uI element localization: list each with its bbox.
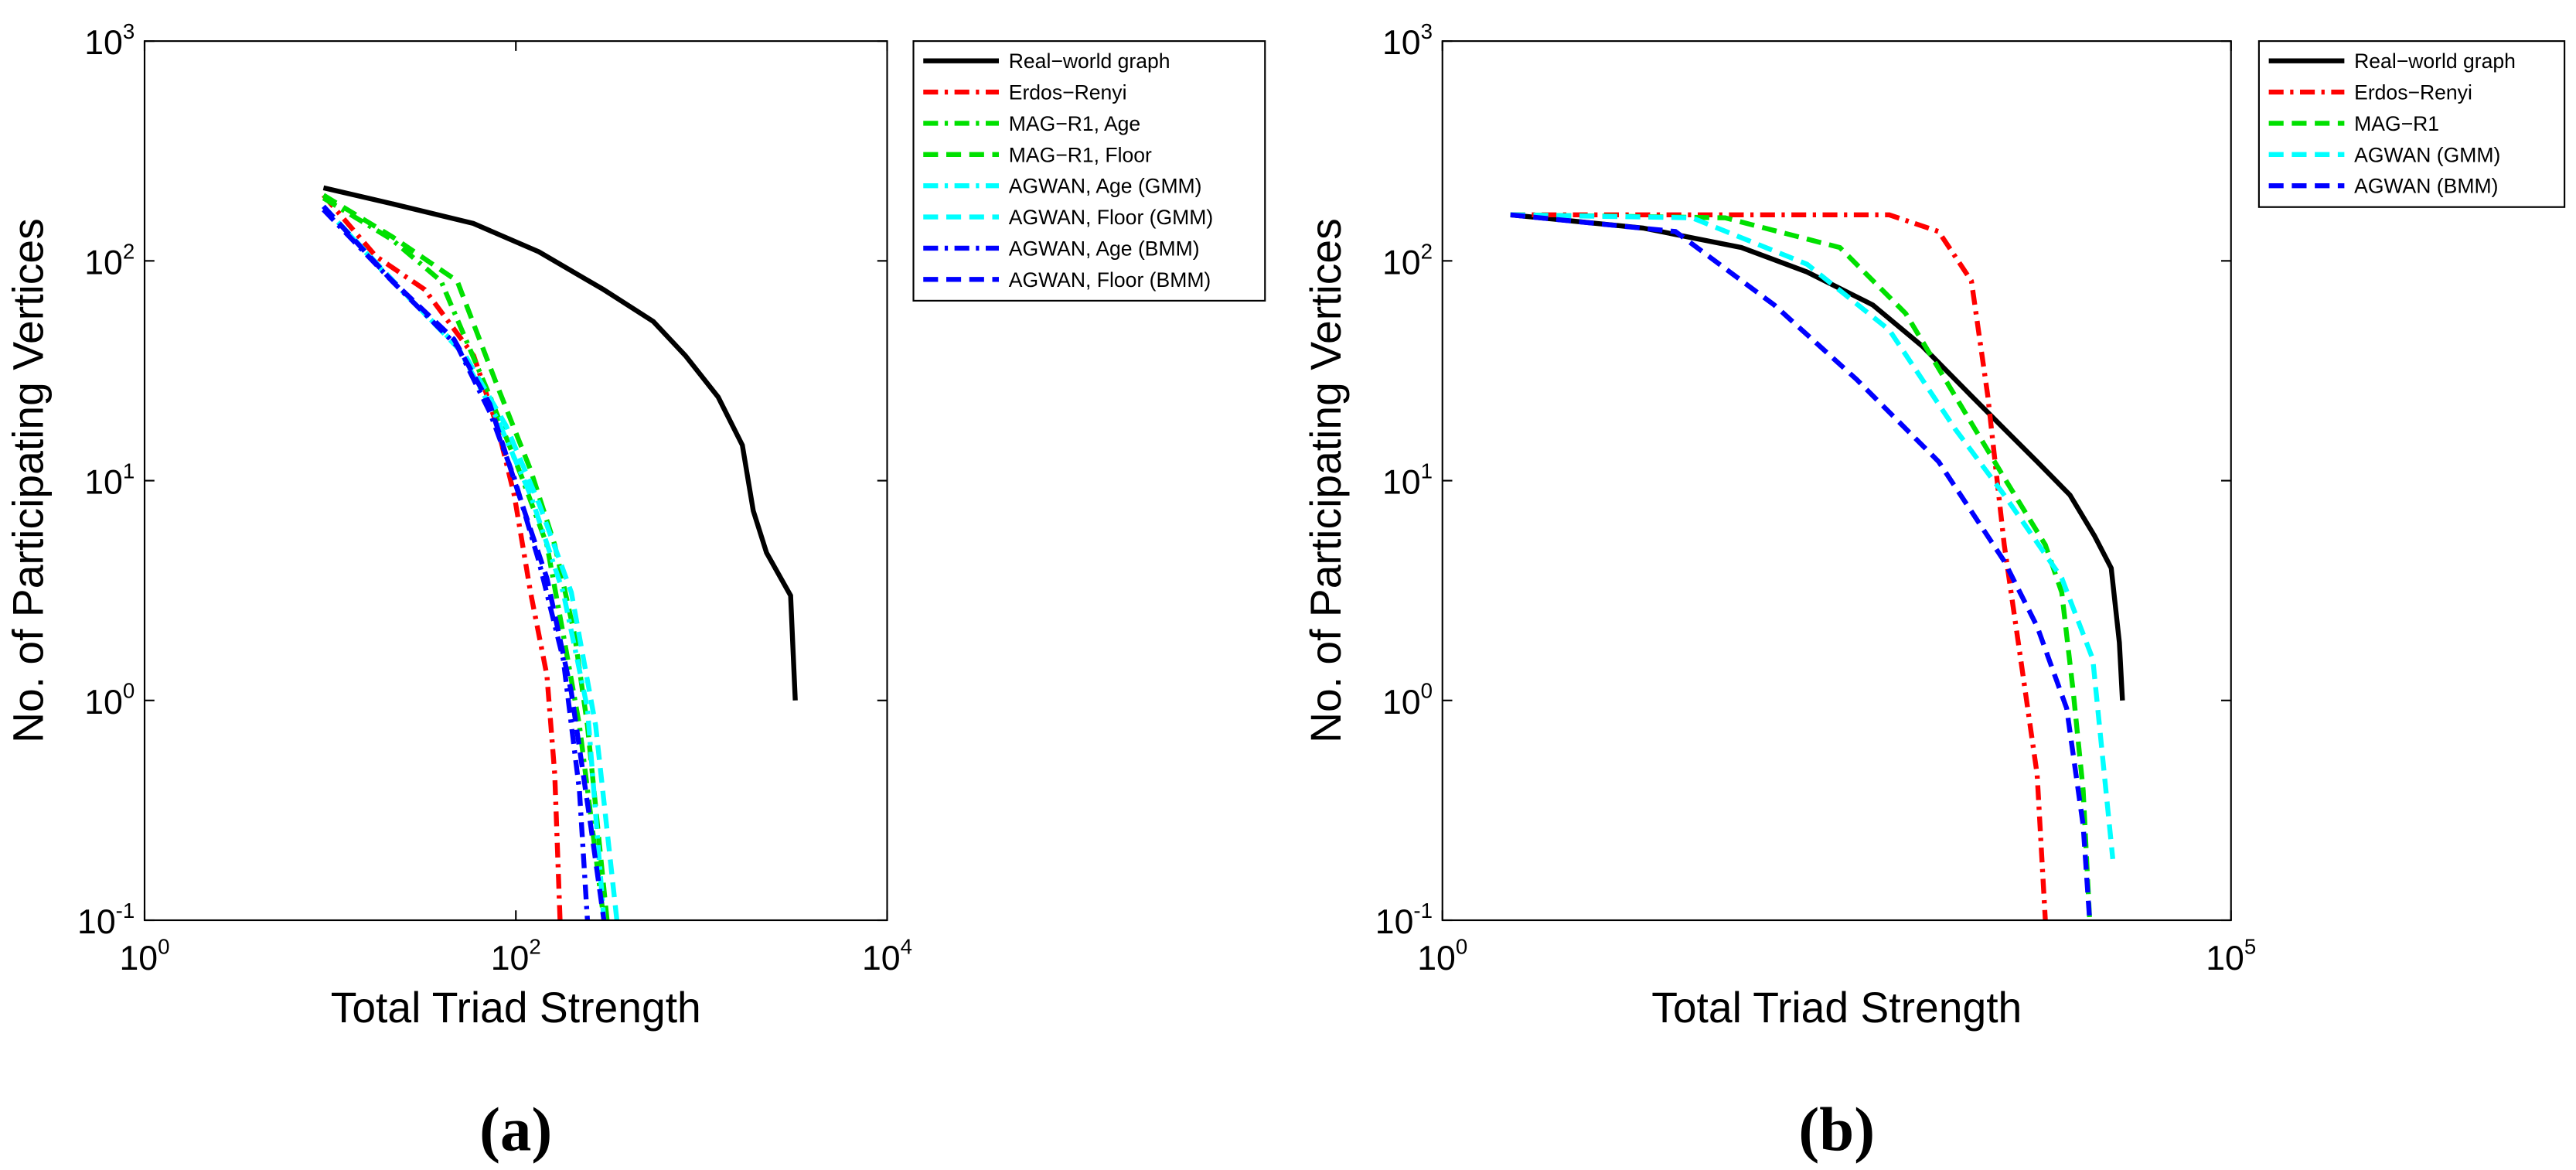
plot-area xyxy=(1442,41,2231,920)
legend-label: AGWAN, Floor (GMM) xyxy=(1009,206,1213,229)
legend-label: Real−world graph xyxy=(1009,49,1170,73)
y-tick-label: 101 xyxy=(84,459,135,501)
legend-label: AGWAN (GMM) xyxy=(2354,143,2500,166)
y-tick-label: 10-1 xyxy=(77,899,135,941)
x-tick-label: 100 xyxy=(119,935,169,977)
y-tick-label: 100 xyxy=(1382,679,1433,721)
y-tick-label: 103 xyxy=(84,19,135,62)
series-line xyxy=(322,207,591,920)
series-line xyxy=(322,196,607,920)
y-tick-label: 100 xyxy=(84,679,135,721)
legend-label: Erdos−Renyi xyxy=(1009,81,1127,104)
y-axis-label: No. of Participating Vertices xyxy=(4,218,52,743)
series-line xyxy=(322,193,563,920)
legend-box xyxy=(2257,40,2566,208)
x-tick-label: 100 xyxy=(1417,935,1467,977)
legend-label: MAG−R1, Age xyxy=(1009,112,1140,135)
panel-label: (b) xyxy=(1798,1096,1875,1165)
series-line xyxy=(322,185,798,701)
series-line xyxy=(322,204,607,920)
legend-label: AGWAN (BMM) xyxy=(2354,175,2498,198)
series-line xyxy=(1510,212,2116,860)
y-tick-label: 10-1 xyxy=(1375,899,1433,941)
series-line xyxy=(1510,212,2093,920)
legend: Real−world graph Erdos−Renyi MAG−R1, Age MA… xyxy=(912,40,1266,302)
plot-area xyxy=(145,41,888,920)
legend-label: Real−world graph xyxy=(2354,49,2516,73)
panel-label: (a) xyxy=(479,1096,552,1165)
legend-label: MAG−R1, Floor xyxy=(1009,143,1152,166)
x-tick-label: 104 xyxy=(862,935,912,977)
legend: Real−world graph Erdos−Renyi MAG−R1 AGWAN (… xyxy=(2257,40,2566,208)
x-tick-label: 105 xyxy=(2206,935,2256,977)
legend-label: AGWAN, Age (GMM) xyxy=(1009,175,1202,198)
legend-label: AGWAN, Floor (BMM) xyxy=(1009,268,1211,292)
legend-label: AGWAN, Age (BMM) xyxy=(1009,237,1200,260)
y-tick-label: 101 xyxy=(1382,459,1433,501)
x-axis-label: Total Triad Strength xyxy=(331,984,701,1032)
series-line xyxy=(322,193,610,920)
y-axis-label: No. of Participating Vertices xyxy=(1302,218,1350,743)
series-line xyxy=(1510,212,2093,920)
legend-label: MAG−R1 xyxy=(2354,112,2439,135)
y-tick-label: 102 xyxy=(1382,239,1433,281)
y-tick-label: 102 xyxy=(84,239,135,281)
legend-box xyxy=(912,40,1266,302)
x-tick-label: 102 xyxy=(491,935,541,977)
series-line xyxy=(1510,212,2125,701)
legend-label: Erdos−Renyi xyxy=(2354,81,2472,104)
x-axis-label: Total Triad Strength xyxy=(1651,984,2022,1032)
y-tick-label: 103 xyxy=(1382,19,1433,62)
